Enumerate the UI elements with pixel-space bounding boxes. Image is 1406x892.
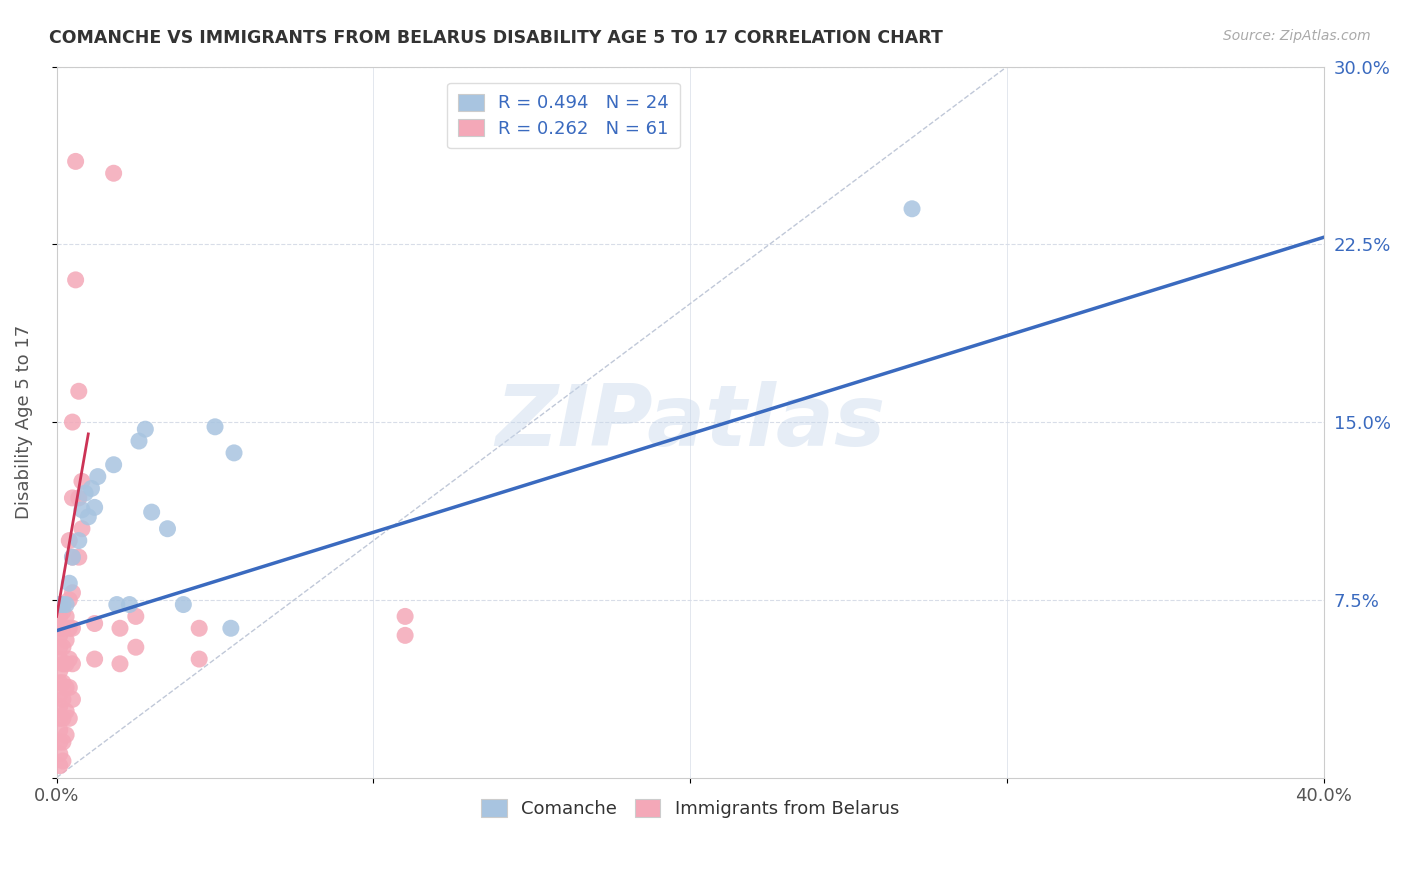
Point (70, 522, 93, 536)
Point (49, 688, 72, 702)
Point (58, 621, 80, 635)
Point (49, 598, 72, 612)
Point (52, 754, 75, 768)
Point (141, 505, 163, 519)
Point (134, 422, 156, 436)
Point (49, 735, 72, 749)
Point (58, 652, 80, 666)
Point (55, 657, 77, 671)
Point (52, 598, 75, 612)
Point (52, 657, 75, 671)
Point (65, 273, 87, 287)
Point (125, 609, 148, 624)
Point (67, 550, 90, 565)
Point (204, 419, 226, 434)
Point (188, 621, 211, 635)
Point (62, 657, 84, 671)
Point (83, 500, 105, 515)
Point (55, 633, 77, 648)
Point (49, 747, 72, 761)
Point (80, 482, 103, 496)
Point (58, 711, 80, 725)
Point (62, 585, 84, 599)
Point (128, 434, 150, 448)
Point (58, 533, 80, 548)
Point (70, 475, 93, 489)
Point (49, 621, 72, 635)
Point (58, 592, 80, 607)
Point (222, 446, 245, 460)
Point (87, 469, 110, 483)
Point (52, 640, 75, 655)
Point (188, 652, 211, 666)
Point (58, 576, 80, 591)
Point (125, 640, 148, 655)
Point (901, 202, 924, 216)
Point (49, 699, 72, 714)
Point (62, 692, 84, 706)
Point (156, 522, 179, 536)
Point (62, 550, 84, 565)
Point (108, 621, 131, 635)
Point (172, 598, 194, 612)
Point (62, 621, 84, 635)
Point (49, 640, 72, 655)
Text: COMANCHE VS IMMIGRANTS FROM BELARUS DISABILITY AGE 5 TO 17 CORRELATION CHART: COMANCHE VS IMMIGRANTS FROM BELARUS DISA… (49, 29, 943, 46)
Point (55, 728, 77, 742)
Point (105, 598, 128, 612)
Point (49, 598, 72, 612)
Point (52, 675, 75, 690)
Point (83, 652, 105, 666)
Point (75, 486, 97, 500)
Point (118, 598, 141, 612)
Point (67, 533, 90, 548)
Point (394, 609, 416, 624)
Point (62, 491, 84, 505)
Point (55, 704, 77, 718)
Point (49, 609, 72, 624)
Point (108, 657, 131, 671)
Point (49, 628, 72, 642)
Point (70, 502, 93, 516)
Point (49, 664, 72, 678)
Point (55, 598, 77, 612)
Legend: Comanche, Immigrants from Belarus: Comanche, Immigrants from Belarus (474, 792, 907, 825)
Point (58, 681, 80, 695)
Point (65, 154, 87, 169)
Point (52, 621, 75, 635)
Point (49, 652, 72, 666)
Point (67, 384, 90, 399)
Point (52, 711, 75, 725)
Point (49, 723, 72, 738)
Point (83, 616, 105, 631)
Point (67, 491, 90, 505)
Point (219, 621, 242, 635)
Point (103, 458, 125, 472)
Point (55, 609, 77, 624)
Y-axis label: Disability Age 5 to 17: Disability Age 5 to 17 (15, 325, 32, 519)
Point (55, 681, 77, 695)
Point (77, 509, 100, 524)
Point (49, 675, 72, 690)
Point (49, 711, 72, 725)
Point (49, 758, 72, 772)
Text: ZIPatlas: ZIPatlas (495, 381, 886, 464)
Point (52, 692, 75, 706)
Text: Source: ZipAtlas.com: Source: ZipAtlas.com (1223, 29, 1371, 43)
Point (52, 605, 75, 619)
Point (62, 550, 84, 565)
Point (394, 628, 416, 642)
Point (52, 735, 75, 749)
Point (103, 166, 125, 180)
Point (62, 415, 84, 429)
